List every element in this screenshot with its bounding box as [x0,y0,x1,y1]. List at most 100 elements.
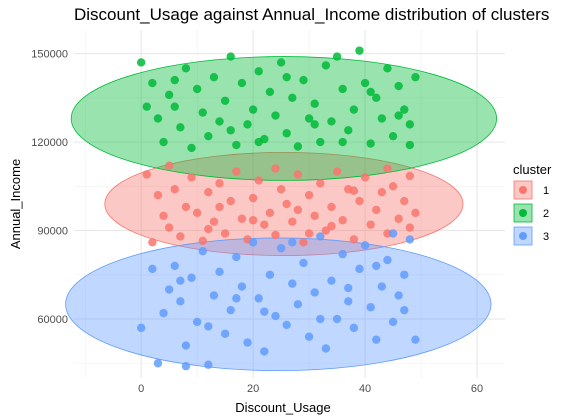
cluster-1-point [332,167,342,176]
cluster-ellipses [65,56,498,372]
cluster-2-point [400,105,409,114]
cluster-1-point [220,229,230,238]
cluster-2-point [394,111,403,120]
cluster-1-point [405,223,415,232]
cluster-3-point [344,297,353,306]
cluster-3-point [181,341,191,350]
cluster-3-point [232,252,241,262]
cluster-3-point [164,285,174,294]
cluster-3-point [198,246,207,256]
x-tick-label: 20 [247,383,259,395]
cluster-1-point [226,196,235,206]
cluster-1-point [293,170,303,179]
cluster-3-point [321,344,331,353]
cluster-2-point [209,72,219,82]
cluster-2-point [366,139,375,148]
cluster-2-point [405,120,415,129]
cluster-2-point [394,81,403,91]
cluster-1-point [192,208,202,218]
cluster-2-point [282,129,291,138]
cluster-3-point [383,255,392,265]
x-tick-label: 0 [138,383,144,395]
cluster-3-point [187,273,196,282]
cluster-2-point [321,61,331,70]
cluster-1-point [181,202,191,212]
cluster-1-point [248,193,258,203]
cluster-3-point [332,314,342,324]
cluster-1-point [316,179,325,188]
cluster-3-point [176,297,185,306]
cluster-3-point [316,314,325,324]
cluster-3-point [148,264,157,274]
cluster-3-point [181,362,191,371]
cluster-1-point [271,164,280,173]
cluster-2-point [237,78,247,88]
cluster-3-point [215,267,224,277]
cluster-2-point [383,64,392,73]
cluster-1-point [372,205,381,215]
cluster-1-point [260,220,269,229]
y-axis-ticks: 60000 90000 120000 150000 [31,49,68,326]
cluster-3-point [288,238,297,247]
cluster-3-point [372,261,381,271]
cluster-1-point [400,196,409,206]
legend-label-2: 2 [543,208,549,220]
y-axis-label: Annual_Income [8,159,23,249]
cluster-3-point [316,232,325,241]
cluster-3-ellipse [65,237,492,372]
cluster-1-point [394,214,403,223]
cluster-3-point [209,291,219,300]
cluster-3-point [153,359,163,368]
cluster-3-point [220,329,230,338]
cluster-1-point [248,216,258,225]
data-points [136,46,420,371]
cluster-1-point [215,202,224,212]
cluster-2-point [411,72,420,82]
cluster-1-point [405,171,415,181]
cluster-1-point [187,173,196,182]
cluster-2-point [388,131,398,141]
cluster-1-point [388,182,398,191]
cluster-2-point [349,105,359,114]
cluster-2-point [142,102,151,111]
cluster-3-point [226,305,235,315]
cluster-3-point [288,279,297,288]
cluster-3-point [192,317,202,327]
y-tick-label: 90000 [37,226,68,238]
cluster-2-ellipse [70,56,498,181]
cluster-2-point [170,102,179,111]
cluster-3-point [400,270,409,279]
cluster-3-point [237,282,247,291]
cluster-1-point [164,161,174,170]
cluster-1-point [293,205,303,215]
cluster-2-point [232,140,241,150]
cluster-1-point [271,230,280,240]
cluster-1-point [366,220,375,229]
cluster-2-point [360,78,370,88]
cluster-3-point [355,264,364,274]
cluster-3-point [405,235,415,244]
cluster-3-point [276,244,286,253]
cluster-2-point [198,108,207,117]
cluster-3-point [394,291,403,300]
x-tick-label: 60 [471,383,483,395]
cluster-2-point [153,114,163,123]
cluster-2-point [310,99,319,108]
legend-label-1: 1 [543,185,549,197]
cluster-1-point [159,211,168,220]
cluster-2-point [405,140,415,150]
cluster-1-point [204,224,213,234]
cluster-3-point [248,238,258,247]
cluster-2-point [276,58,286,67]
cluster-2-point [372,93,381,103]
cluster-1-point [377,188,387,197]
cluster-2-point [176,123,185,132]
cluster-2-point [192,84,202,94]
cluster-3-point [243,338,252,347]
cluster-3-point [411,335,420,344]
cluster-3-point [260,307,269,316]
cluster-2-point [271,111,280,120]
cluster-3-point [170,261,179,271]
cluster-3-point [304,332,314,341]
